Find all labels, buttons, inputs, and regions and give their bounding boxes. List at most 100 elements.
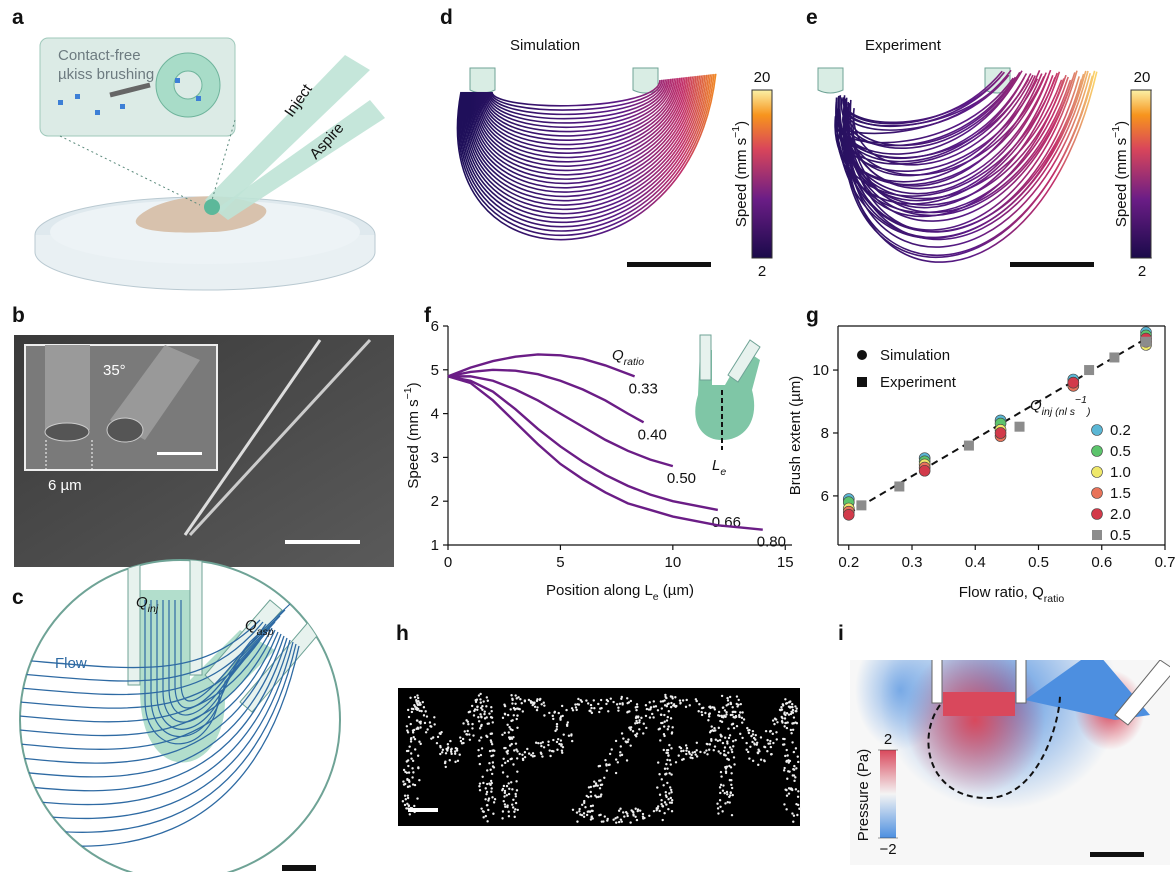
localization-dot [506,775,508,777]
colorbar-label-part: −1 [730,126,742,138]
localization-dot [739,733,741,735]
localization-dot [626,697,628,699]
localization-dot [604,759,606,761]
x-tick-label: 0.5 [1028,554,1049,571]
colorbar-label-part: −1 [1110,126,1122,138]
localization-dot [642,815,644,817]
localization-dot [444,761,446,763]
localization-dot [561,749,563,751]
localization-dot [429,725,431,727]
localization-dot [417,704,419,706]
localization-dot [780,706,782,708]
localization-dot [782,703,784,705]
localization-dot [695,749,697,751]
localization-dot [507,760,509,762]
localization-dot [578,808,580,810]
localization-dot [786,727,788,729]
localization-dot [658,810,660,812]
localization-dot [479,763,481,765]
localization-dot [503,785,505,787]
localization-dot [503,747,505,749]
localization-dot [486,783,488,785]
localization-dot [414,748,416,750]
localization-dot [454,753,456,755]
localization-dot [515,742,517,744]
localization-dot [670,702,672,704]
localization-dot [741,737,743,739]
localization-dot [407,794,409,796]
x-axis-label-part: L [644,582,652,599]
x-axis-label-part: ratio [1044,593,1065,605]
localization-dot [722,790,724,792]
localization-dot [442,749,444,751]
localization-dot [610,697,612,699]
localization-dot [660,700,662,702]
localization-dot [746,727,748,729]
localization-dot [425,731,427,733]
localization-dot [417,697,419,699]
localization-dot [741,711,743,713]
localization-dot [583,812,585,814]
localization-dot [730,766,732,768]
localization-dot [665,763,667,765]
localization-dot [575,706,577,708]
localization-dot [516,757,518,759]
inset-label: Le [712,457,726,478]
localization-dot [478,755,480,757]
legend-label: 0.2 [1110,422,1131,439]
localization-dot [514,694,516,696]
localization-dot [783,711,785,713]
panel-d-art [457,68,772,267]
localization-dot [619,751,621,753]
localization-dot [508,811,510,813]
localization-dot [510,781,512,783]
localization-dot [558,712,560,714]
localization-dot [479,789,481,791]
localization-dot [600,707,602,709]
localization-dot [515,748,517,750]
localization-dot [532,752,534,754]
localization-dot [473,714,475,716]
localization-dot [668,772,670,774]
localization-dot [685,753,687,755]
localization-dot [709,707,711,709]
localization-dot [583,816,585,818]
localization-dot [682,699,684,701]
localization-dot [776,738,778,740]
legend-title-part: Q [1030,397,1042,414]
panel-label: d [440,6,453,29]
localization-dot [556,741,558,743]
localization-dot [554,711,556,713]
localization-dot [664,773,666,775]
localization-dot [694,753,696,755]
localization-dot [707,719,709,721]
localization-dot [469,711,471,713]
localization-dot [478,785,480,787]
localization-dot [685,744,687,746]
localization-dot [663,749,665,751]
localization-dot [416,719,418,721]
localization-dot [490,710,492,712]
localization-dot [667,728,669,730]
localization-dot [671,799,673,801]
localization-dot [760,759,762,761]
localization-dot [402,780,404,782]
localization-dot [449,740,451,742]
localization-dot [607,710,609,712]
localization-dot [703,751,705,753]
localization-dot [485,815,487,817]
y-tick-label: 8 [821,425,829,442]
localization-dot [416,797,418,799]
localization-dot [741,717,743,719]
localization-dot [642,732,644,734]
localization-dot [635,709,637,711]
y-axis-label-part: −1 [402,387,414,399]
localization-dot [482,700,484,702]
localization-dot [511,803,513,805]
localization-dot [717,714,719,716]
localization-dot [424,722,426,724]
localization-dot [439,746,441,748]
localization-dot [576,811,578,813]
localization-dot [607,700,609,702]
localization-dot [590,707,592,709]
